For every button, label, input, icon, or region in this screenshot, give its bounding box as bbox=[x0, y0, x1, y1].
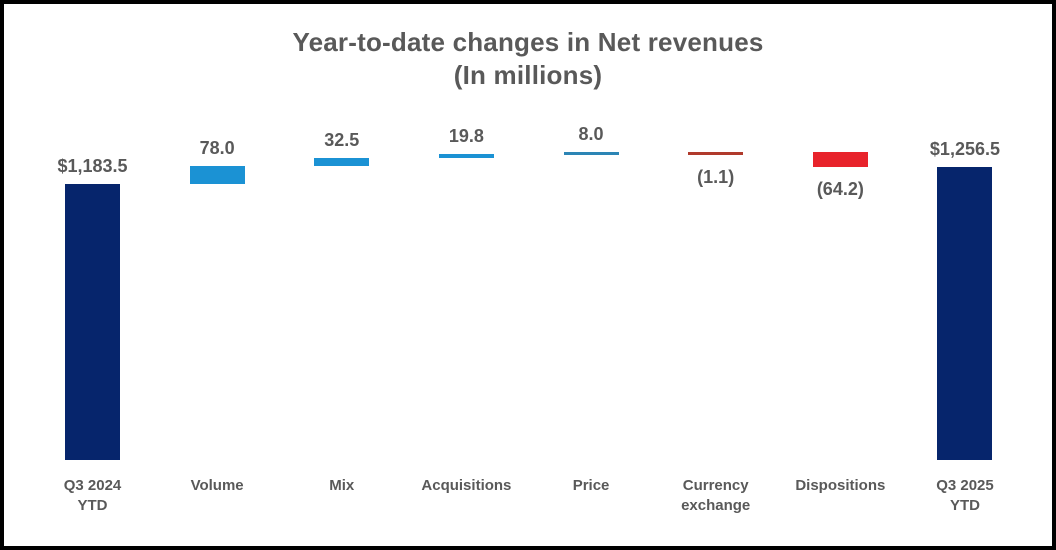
waterfall-bar-q3-2025-ytd bbox=[937, 166, 993, 460]
waterfall-bar-dispositions bbox=[812, 152, 868, 167]
category-label-price: Price bbox=[521, 476, 661, 496]
category-label-line: YTD bbox=[949, 497, 980, 514]
category-label-line: Currency bbox=[682, 477, 749, 494]
value-label-volume: 78.0 bbox=[199, 137, 235, 158]
waterfall-bar-volume bbox=[189, 165, 245, 184]
category-label-line: Q3 2025 bbox=[936, 477, 994, 494]
waterfall-bar-currency-exchange bbox=[688, 151, 744, 155]
waterfall-bar-acquisitions bbox=[438, 153, 494, 159]
value-label-price: 8.0 bbox=[578, 123, 604, 144]
value-label-currency-exchange: (1.1) bbox=[697, 166, 735, 187]
category-label-line: Dispositions bbox=[795, 477, 886, 494]
waterfall-bar-price bbox=[563, 151, 619, 155]
category-label-line: Volume bbox=[190, 477, 244, 494]
category-label-volume: Volume bbox=[147, 476, 287, 496]
category-label-line: exchange bbox=[681, 497, 751, 514]
value-label-q3-2025-ytd: $1,256.5 bbox=[929, 138, 1000, 159]
category-label-line: YTD bbox=[77, 497, 108, 514]
category-label-acquisitions: Acquisitions bbox=[396, 476, 536, 496]
value-label-q3-2024-ytd: $1,183.5 bbox=[57, 156, 128, 176]
value-label-dispositions: (64.2) bbox=[816, 178, 864, 199]
category-label-line: Mix bbox=[329, 477, 355, 494]
value-label-acquisitions: 19.8 bbox=[448, 125, 484, 146]
category-label-currency-exchange: Currency exchange bbox=[646, 476, 786, 516]
waterfall-bar-mix bbox=[314, 158, 370, 166]
waterfall-bar-q3-2024-ytd bbox=[65, 184, 120, 460]
chart-title-line1: Year-to-date changes in Net revenues bbox=[292, 27, 764, 57]
chart-title: Year-to-date changes in Net revenues (In… bbox=[0, 26, 1056, 92]
category-label-line: Q3 2024 bbox=[63, 477, 122, 494]
category-label-mix: Mix bbox=[272, 476, 412, 496]
category-label-line: Price bbox=[572, 477, 610, 494]
category-label-line: Acquisitions bbox=[421, 477, 512, 494]
category-label-dispositions: Dispositions bbox=[770, 476, 910, 496]
category-label-q3-2025-ytd: Q3 2025 YTD bbox=[895, 476, 1035, 516]
value-label-mix: 32.5 bbox=[324, 130, 360, 151]
chart-title-line2: (In millions) bbox=[453, 60, 603, 90]
category-label-q3-2024-ytd: Q3 2024 YTD bbox=[23, 476, 163, 516]
